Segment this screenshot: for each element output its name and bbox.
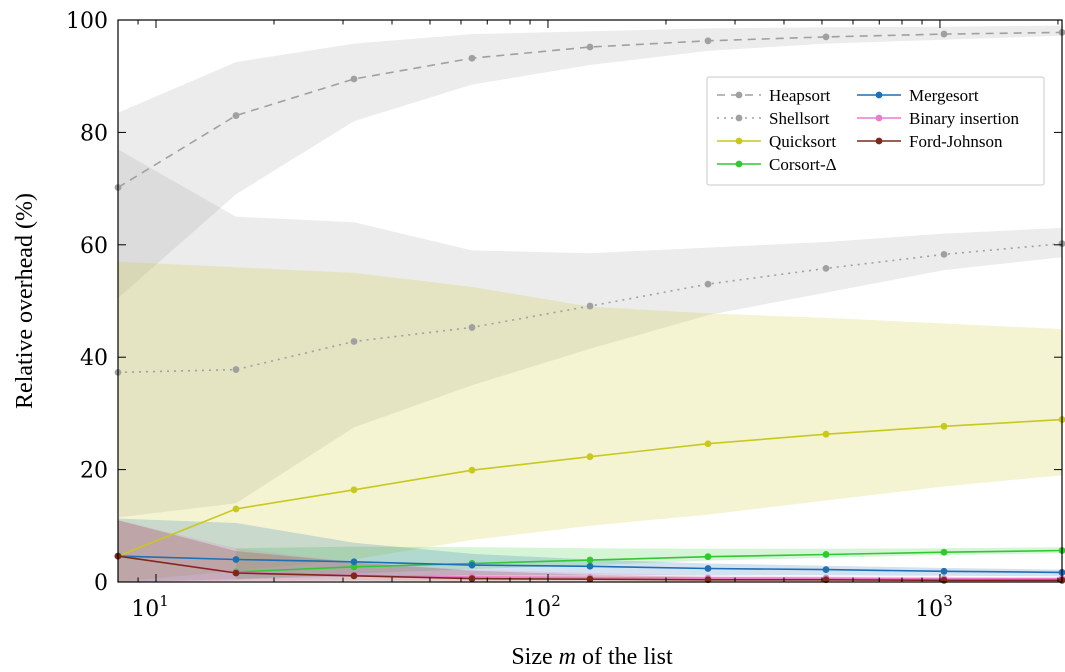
point-quicksort bbox=[586, 453, 594, 461]
legend-label-corsort: Corsort-Δ bbox=[769, 155, 837, 174]
point-mergesort bbox=[468, 561, 476, 569]
point-shellsort bbox=[350, 338, 358, 345]
point-corsort bbox=[940, 548, 948, 556]
legend-marker-heapsort bbox=[735, 91, 743, 99]
x-tick-label: 103 bbox=[915, 592, 953, 622]
point-quicksort bbox=[350, 486, 358, 494]
point-heapsort bbox=[586, 43, 594, 51]
point-corsort bbox=[350, 563, 358, 571]
legend-marker-mergesort bbox=[875, 91, 883, 99]
band-heapsort bbox=[118, 25, 1062, 299]
band-corsort bbox=[236, 546, 1062, 580]
point-ford-johnson bbox=[232, 569, 240, 577]
plot-frame bbox=[117, 19, 1063, 583]
point-corsort bbox=[822, 551, 830, 558]
point-mergesort bbox=[232, 556, 240, 563]
point-mergesort bbox=[586, 562, 594, 570]
point-shellsort bbox=[232, 366, 240, 373]
point-quicksort bbox=[704, 440, 712, 448]
point-ford-johnson bbox=[940, 576, 948, 584]
line-corsort bbox=[235, 549, 1063, 573]
point-shellsort bbox=[704, 280, 712, 288]
legend-label-mergesort: Mergesort bbox=[909, 86, 979, 105]
y-tick-label: 60 bbox=[80, 234, 108, 259]
point-ford-johnson bbox=[468, 575, 476, 583]
point-corsort bbox=[586, 556, 594, 564]
band-shellsort bbox=[118, 149, 1062, 518]
y-axis-title: Relative overhead (%) bbox=[12, 193, 38, 409]
point-quicksort bbox=[822, 430, 830, 438]
legend-label-quicksort: Quicksort bbox=[769, 132, 836, 151]
legend-label-shellsort: Shellsort bbox=[769, 109, 830, 128]
point-heapsort bbox=[468, 54, 476, 62]
legend-marker-quicksort bbox=[735, 137, 743, 145]
y-tick-label: 40 bbox=[80, 346, 108, 371]
x-axis-title-part1: Size bbox=[511, 644, 558, 670]
point-heapsort bbox=[822, 33, 830, 41]
point-mergesort bbox=[940, 567, 948, 575]
point-quicksort bbox=[232, 505, 240, 513]
x-tick-label: 101 bbox=[131, 592, 169, 622]
legend-marker-binary-insertion bbox=[875, 114, 883, 122]
axis-ticks: 0 20 40 60 80 100 101 102 103 bbox=[66, 9, 1062, 622]
point-ford-johnson bbox=[586, 575, 594, 583]
point-corsort bbox=[704, 553, 712, 561]
plot-area-border bbox=[117, 19, 1063, 583]
point-mergesort bbox=[704, 565, 712, 572]
point-ford-johnson bbox=[350, 572, 358, 580]
x-tick-label: 102 bbox=[523, 592, 561, 622]
x-axis-title-variable: m bbox=[559, 644, 576, 670]
point-heapsort bbox=[704, 37, 712, 45]
point-heapsort bbox=[232, 112, 240, 119]
point-shellsort bbox=[468, 324, 476, 331]
point-shellsort bbox=[940, 250, 948, 258]
legend-box bbox=[706, 76, 1045, 186]
legend-label-ford-johnson: Ford-Johnson bbox=[909, 132, 1003, 151]
line-heapsort bbox=[117, 31, 1063, 189]
point-shellsort bbox=[586, 302, 594, 310]
x-axis-title-part2: of the list bbox=[576, 644, 673, 670]
point-heapsort bbox=[350, 75, 358, 83]
y-tick-label: 100 bbox=[66, 9, 108, 34]
legend-marker-ford-johnson bbox=[875, 137, 883, 145]
y-tick-label: 20 bbox=[80, 459, 108, 484]
point-shellsort bbox=[822, 265, 830, 272]
point-quicksort bbox=[940, 422, 948, 430]
legend-label-heapsort: Heapsort bbox=[769, 86, 831, 105]
point-quicksort bbox=[468, 466, 476, 474]
point-mergesort bbox=[822, 566, 830, 574]
y-tick-label: 0 bbox=[94, 571, 108, 596]
legend: Heapsort Shellsort Quicksort Corsort-Δ Merge… bbox=[706, 76, 1045, 186]
point-heapsort bbox=[940, 30, 948, 38]
legend-marker-corsort bbox=[735, 160, 743, 168]
point-mergesort bbox=[350, 558, 358, 566]
legend-marker-shellsort bbox=[735, 114, 743, 122]
y-tick-label: 80 bbox=[80, 121, 108, 146]
legend-label-binary-insertion: Binary insertion bbox=[909, 109, 1020, 128]
series-lines bbox=[114, 28, 1065, 584]
x-axis-title: Size m of the list bbox=[511, 644, 673, 670]
